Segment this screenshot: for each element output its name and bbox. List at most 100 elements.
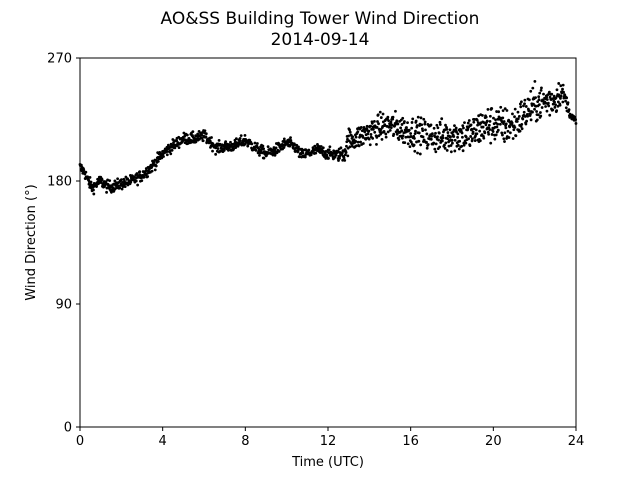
chart-subtitle: 2014-09-14 [271, 30, 370, 50]
data-point-1255 [511, 137, 515, 140]
data-point-1090 [454, 126, 458, 130]
chart-title: AO&SS Building Tower Wind Direction [161, 9, 480, 29]
data-point-520 [258, 153, 261, 157]
data-point-1187 [488, 128, 492, 132]
data-point-1005 [425, 132, 429, 136]
data-point-860 [375, 135, 379, 139]
data-point-904 [390, 123, 394, 127]
y-tick-label-3: 270 [47, 52, 72, 67]
data-point-568 [274, 146, 278, 150]
data-point-971 [413, 132, 417, 136]
data-point-1152 [476, 123, 479, 127]
data-point-1173 [483, 131, 487, 135]
y-tick-label-2: 180 [47, 175, 72, 190]
data-point-147 [129, 180, 133, 184]
data-point-1128 [467, 119, 471, 122]
data-point-986 [418, 152, 422, 156]
data-point-1325 [535, 118, 539, 122]
data-point-591 [282, 146, 286, 149]
data-point-1085 [453, 124, 456, 128]
data-point-106 [115, 186, 118, 190]
data-point-17 [84, 170, 88, 174]
data-point-266 [170, 145, 174, 149]
data-point-1243 [507, 136, 511, 139]
data-point-1166 [481, 113, 484, 117]
data-point-280 [175, 139, 179, 143]
data-point-813 [359, 140, 362, 144]
data-point-514 [256, 142, 259, 145]
data-point-749 [337, 159, 340, 162]
x-tick-label-4: 16 [402, 434, 419, 449]
data-point-403 [217, 139, 221, 142]
data-point-820 [361, 135, 365, 139]
data-point-1371 [551, 102, 555, 106]
data-point-954 [407, 128, 411, 132]
data-point-800 [354, 135, 358, 139]
data-point-221 [154, 164, 158, 168]
data-point-848 [371, 137, 375, 140]
data-point-1154 [476, 121, 480, 125]
data-point-1252 [510, 121, 514, 125]
data-point-887 [384, 135, 388, 139]
data-point-742 [334, 153, 338, 157]
data-point-78 [105, 186, 109, 190]
data-point-545 [266, 145, 270, 149]
data-point-853 [373, 120, 376, 123]
data-point-1349 [544, 105, 547, 108]
data-point-1293 [524, 105, 528, 108]
data-point-870 [378, 110, 382, 114]
data-point-999 [423, 122, 427, 126]
data-point-1108 [461, 135, 464, 139]
data-point-653 [303, 155, 307, 159]
data-point-1212 [496, 128, 500, 132]
data-point-1079 [451, 141, 454, 145]
data-point-838 [367, 137, 371, 141]
data-point-1376 [553, 105, 557, 109]
data-point-1139 [471, 130, 475, 134]
data-point-64 [100, 178, 104, 181]
data-point-841 [368, 143, 372, 147]
data-point-1026 [432, 126, 436, 130]
data-point-1141 [472, 120, 476, 124]
data-point-1391 [558, 103, 562, 107]
data-point-1334 [539, 111, 542, 114]
data-point-242 [162, 155, 165, 158]
data-point-781 [348, 128, 351, 132]
data-point-907 [391, 115, 395, 119]
data-point-1329 [537, 95, 541, 99]
data-point-776 [346, 154, 350, 158]
data-point-914 [394, 109, 397, 113]
data-point-934 [400, 136, 404, 140]
data-point-1109 [461, 124, 465, 128]
data-point-610 [289, 136, 292, 140]
data-point-393 [214, 152, 218, 156]
plot-area [80, 58, 576, 427]
data-point-445 [232, 147, 235, 151]
data-point-138 [126, 177, 130, 181]
data-point-1219 [499, 105, 503, 109]
data-point-1400 [561, 83, 565, 87]
data-point-1354 [545, 98, 549, 101]
data-point-765 [342, 156, 346, 160]
data-point-850 [371, 127, 375, 131]
data-point-120 [120, 178, 123, 182]
data-point-463 [238, 139, 242, 143]
data-point-881 [382, 130, 386, 133]
data-point-968 [412, 143, 416, 147]
data-point-1099 [457, 147, 461, 151]
data-point-747 [336, 149, 340, 153]
data-point-1197 [491, 130, 495, 133]
data-point-1180 [485, 119, 489, 123]
data-point-1381 [555, 109, 559, 113]
data-point-892 [386, 115, 390, 119]
data-point-167 [136, 183, 140, 187]
data-point-915 [394, 122, 398, 126]
data-point-1037 [436, 126, 440, 130]
data-point-77 [105, 190, 108, 194]
data-point-1039 [437, 138, 440, 142]
data-point-532 [262, 147, 266, 151]
data-point-1110 [461, 149, 465, 153]
x-tick-label-0: 0 [76, 434, 84, 449]
data-point-1036 [436, 135, 439, 139]
data-point-993 [421, 129, 425, 133]
